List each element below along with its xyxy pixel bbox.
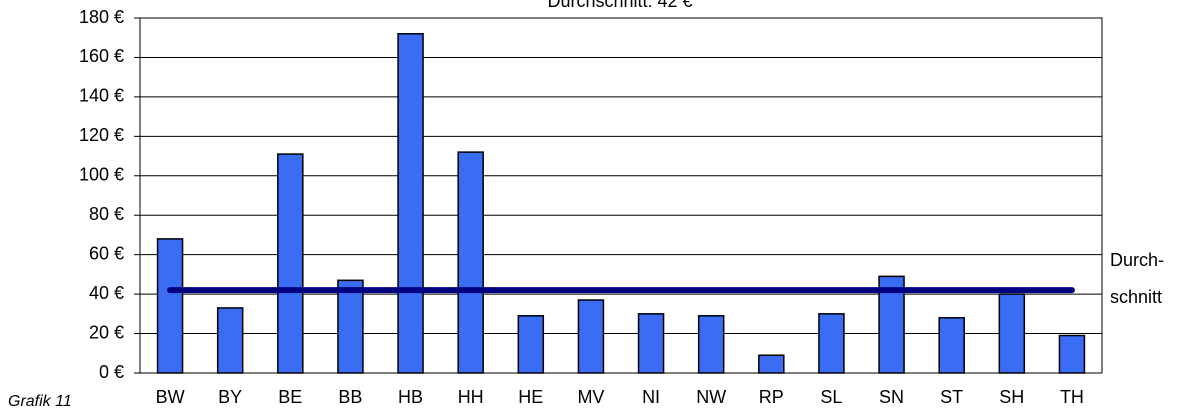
x-tick-label: SH xyxy=(999,387,1024,407)
bar xyxy=(277,153,304,374)
y-tick-label: 40 € xyxy=(89,283,124,303)
caption: Grafik 11 xyxy=(8,393,72,410)
bar xyxy=(998,293,1026,374)
bar xyxy=(156,238,184,374)
bar xyxy=(337,279,364,374)
bar xyxy=(577,299,605,374)
bar xyxy=(938,317,965,374)
x-tick-label: SN xyxy=(879,387,904,407)
x-tick-label: SL xyxy=(820,387,842,407)
bar xyxy=(397,33,424,374)
bar xyxy=(637,313,665,374)
bar xyxy=(697,315,725,374)
x-tick-label: ST xyxy=(940,387,963,407)
x-tick-label: BE xyxy=(278,387,302,407)
x-tick-label: HH xyxy=(458,387,484,407)
x-tick-label: RP xyxy=(759,387,784,407)
bar xyxy=(818,313,845,374)
x-tick-label: MV xyxy=(577,387,604,407)
bar xyxy=(758,354,785,374)
y-tick-label: 80 € xyxy=(89,204,124,224)
y-tick-label: 120 € xyxy=(79,125,124,145)
chart-title: Durchschnitt: 42 € xyxy=(547,0,692,11)
x-tick-label: NW xyxy=(696,387,726,407)
bar xyxy=(517,315,545,374)
y-tick-label: 100 € xyxy=(79,165,124,185)
x-tick-label: BW xyxy=(156,387,185,407)
bar xyxy=(457,151,484,374)
x-tick-label: HB xyxy=(398,387,423,407)
y-tick-label: 20 € xyxy=(89,322,124,342)
x-tick-label: HE xyxy=(518,387,543,407)
bar xyxy=(216,307,244,374)
y-tick-label: 180 € xyxy=(79,7,124,27)
plot-border xyxy=(139,17,1103,374)
y-tick-label: 60 € xyxy=(89,243,124,263)
x-tick-label: TH xyxy=(1060,387,1084,407)
x-tick-label: BY xyxy=(218,387,242,407)
average-label: schnitt xyxy=(1110,287,1162,307)
average-label: Durch- xyxy=(1110,250,1164,270)
y-tick-label: 0 € xyxy=(99,362,124,382)
y-tick-label: 140 € xyxy=(79,86,124,106)
x-tick-label: BB xyxy=(338,387,362,407)
y-tick-label: 160 € xyxy=(79,46,124,66)
bar xyxy=(1058,334,1086,374)
x-tick-label: NI xyxy=(642,387,660,407)
